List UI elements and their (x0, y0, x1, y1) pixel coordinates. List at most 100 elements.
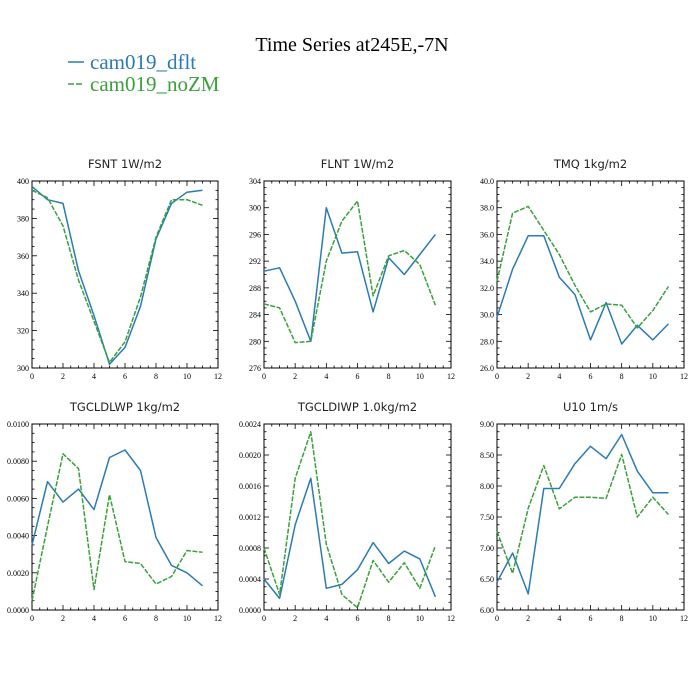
y-tick-label: 380 (17, 214, 29, 223)
y-tick-label: 0.0000 (239, 606, 261, 615)
y-tick-label: 276 (249, 364, 261, 373)
y-tick-label: 34.0 (480, 257, 494, 266)
y-tick-label: 6.50 (480, 575, 494, 584)
figure-title: Time Series at245E,-7N (255, 34, 448, 56)
y-tick-label: 0.0004 (239, 575, 261, 584)
x-tick-label: 12 (447, 372, 455, 381)
x-tick-label: 8 (387, 614, 391, 623)
chart-panel-1: FSNT 1W/m2 0 2 4 6 8 10 12 300 320 340 360 380 400 (17, 157, 222, 381)
legend-entry-dflt: cam019_dflt (68, 50, 196, 74)
series-line-nozm (31, 189, 203, 364)
x-tick-label: 0 (495, 372, 499, 381)
x-tick-label: 6 (589, 372, 593, 381)
x-tick-label: 0 (30, 614, 34, 623)
x-tick-label: 10 (649, 372, 657, 381)
x-tick-label: 4 (557, 372, 561, 381)
series-line-dflt (496, 433, 669, 595)
series-line-nozm (31, 453, 203, 601)
x-tick-label: 12 (447, 614, 455, 623)
y-tick-label: 0.0040 (7, 532, 29, 541)
x-tick-label: 0 (30, 372, 34, 381)
panel-title: TGCLDLWP 1kg/m2 (69, 400, 180, 414)
series-line-dflt (31, 449, 203, 587)
x-tick-label: 2 (526, 372, 530, 381)
x-tick-label: 6 (356, 372, 360, 381)
y-tick-label: 26.0 (480, 364, 494, 373)
y-tick-label: 0.0024 (239, 420, 261, 429)
x-tick-label: 6 (123, 372, 127, 381)
x-tick-label: 2 (293, 614, 297, 623)
y-tick-label: 0.0012 (239, 513, 261, 522)
y-tick-label: 360 (17, 252, 29, 261)
series-line-dflt (496, 235, 669, 345)
y-tick-label: 304 (249, 177, 261, 186)
x-tick-label: 2 (293, 372, 297, 381)
x-tick-label: 0 (262, 614, 266, 623)
y-tick-label: 0.0020 (7, 569, 29, 578)
x-tick-label: 6 (123, 614, 127, 623)
chart-panel-6: U10 1m/s 0 2 4 6 8 10 12 6.00 6.50 7.00 7.50 8.00 8.5… (480, 400, 688, 623)
chart-panel-4: TGCLDLWP 1kg/m2 0 2 4 6 8 10 12 0.0000 0.0020 0.00… (7, 400, 222, 623)
x-tick-label: 10 (416, 614, 424, 623)
legend-label-nozm: cam019_noZM (90, 72, 220, 96)
chart-panel-5: TGCLDIWP 1.0kg/m2 0 2 4 6 8 10 12 0.0000 0.0004 0.… (239, 400, 455, 623)
series-line-dflt (263, 477, 437, 600)
y-tick-label: 340 (17, 289, 29, 298)
x-tick-label: 2 (61, 614, 65, 623)
x-tick-label: 8 (154, 614, 158, 623)
y-tick-label: 0.0000 (7, 606, 29, 615)
y-tick-label: 300 (17, 364, 29, 373)
chart-panels: FSNT 1W/m20 2 4 6 8 10 12300320340360380400FLN… (7, 157, 688, 623)
y-tick-label: 300 (249, 204, 261, 213)
legend-entry-nozm: cam019_noZM (68, 72, 220, 96)
x-tick-label: 10 (416, 372, 424, 381)
panel-title: FSNT 1W/m2 (88, 157, 162, 171)
y-tick-label: 292 (249, 257, 261, 266)
panel-title: TMQ 1kg/m2 (553, 157, 627, 171)
x-tick-label: 8 (620, 372, 624, 381)
y-tick-label: 0.0080 (7, 457, 29, 466)
x-tick-label: 12 (214, 372, 222, 381)
y-tick-label: 32.0 (480, 284, 494, 293)
y-tick-label: 320 (17, 327, 29, 336)
y-tick-label: 8.00 (480, 482, 494, 491)
y-tick-label: 40.0 (480, 177, 494, 186)
panel-title: FLNT 1W/m2 (321, 157, 394, 171)
panel-title: U10 1m/s (563, 400, 618, 414)
x-tick-label: 4 (92, 372, 96, 381)
x-tick-label: 10 (649, 614, 657, 623)
y-tick-label: 400 (17, 177, 29, 186)
x-tick-label: 10 (183, 372, 191, 381)
plot-frame (496, 423, 685, 611)
y-tick-label: 36.0 (480, 230, 494, 239)
x-tick-label: 2 (526, 614, 530, 623)
y-tick-label: 288 (249, 284, 261, 293)
x-tick-label: 12 (214, 614, 222, 623)
y-tick-label: 0.0100 (7, 420, 29, 429)
x-tick-label: 12 (680, 372, 688, 381)
x-tick-label: 0 (495, 614, 499, 623)
series-line-nozm (496, 453, 669, 575)
legend-label-dflt: cam019_dflt (90, 50, 196, 74)
y-tick-label: 0.0008 (239, 544, 261, 553)
x-tick-label: 4 (92, 614, 96, 623)
y-tick-label: 7.00 (480, 544, 494, 553)
y-tick-label: 0.0020 (239, 451, 261, 460)
legend: cam019_dflt cam019_noZM (68, 50, 220, 96)
y-tick-label: 0.0060 (7, 494, 29, 503)
y-tick-label: 0.0016 (239, 482, 261, 491)
panel-title: TGCLDIWP 1.0kg/m2 (297, 400, 417, 414)
plot-frame (31, 423, 219, 611)
x-tick-label: 6 (356, 614, 360, 623)
y-tick-label: 30.0 (480, 311, 494, 320)
y-tick-label: 7.50 (480, 513, 494, 522)
series-line-nozm (263, 431, 437, 609)
plot-frame (263, 423, 452, 611)
x-tick-label: 6 (589, 614, 593, 623)
y-tick-label: 296 (249, 230, 261, 239)
x-tick-label: 2 (61, 372, 65, 381)
x-tick-label: 0 (262, 372, 266, 381)
series-line-nozm (496, 205, 670, 329)
x-tick-label: 4 (324, 372, 328, 381)
